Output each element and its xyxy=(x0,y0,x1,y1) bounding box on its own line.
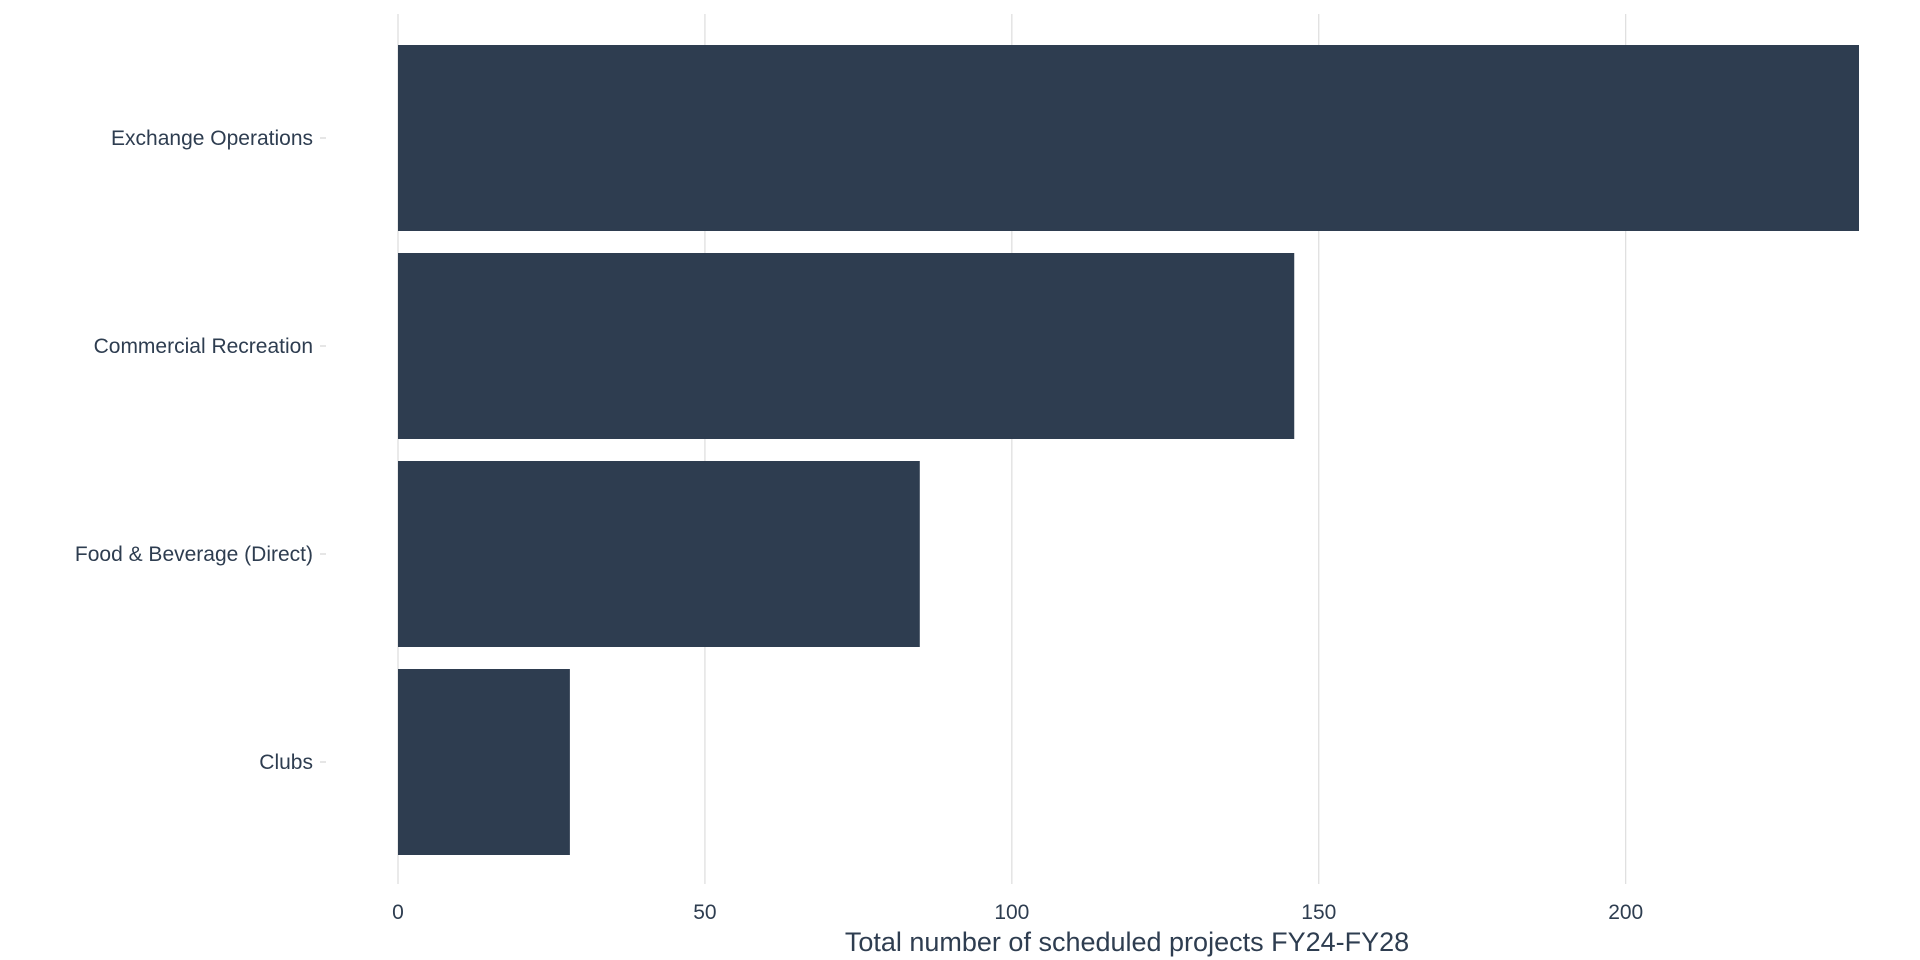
x-tick-label-150: 150 xyxy=(1301,901,1336,924)
category-label-1: Commercial Recreation xyxy=(94,335,313,358)
bar-3 xyxy=(398,669,570,855)
bar-0 xyxy=(398,45,1859,231)
category-labels: Exchange Operations Commercial Recreation… xyxy=(75,127,326,774)
x-tick-labels: 0 50 100 150 200 xyxy=(392,901,1643,924)
category-label-2: Food & Beverage (Direct) xyxy=(75,543,313,566)
category-label-3: Clubs xyxy=(259,751,313,774)
bar-2 xyxy=(398,461,920,647)
x-tick-label-50: 50 xyxy=(693,901,716,924)
x-tick-label-100: 100 xyxy=(994,901,1029,924)
x-tick-label-200: 200 xyxy=(1608,901,1643,924)
bar-1 xyxy=(398,253,1295,439)
category-label-0: Exchange Operations xyxy=(111,127,313,150)
bars xyxy=(398,45,1859,855)
x-axis-title: Total number of scheduled projects FY24-… xyxy=(845,927,1409,957)
x-tick-label-0: 0 xyxy=(392,901,404,924)
